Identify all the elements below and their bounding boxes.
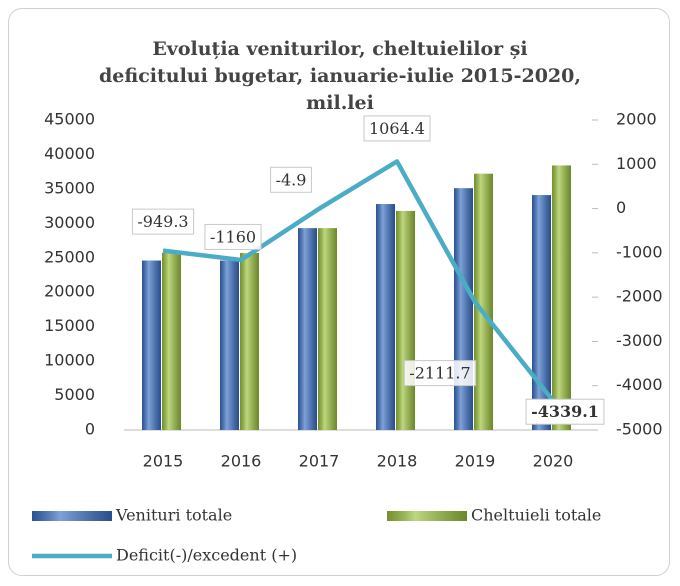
data-label: 1064.4 [369, 119, 425, 138]
bar-shine [162, 252, 181, 430]
bar-shine [532, 195, 551, 430]
chart-title: Evoluția veniturilor, cheltuielilor și d… [99, 38, 581, 114]
legend-label: Venituri totale [115, 506, 232, 525]
data-label: -1160 [210, 227, 256, 246]
y-tick-label: 45000 [44, 110, 95, 129]
bar-shine [552, 165, 571, 430]
data-label-box [363, 115, 431, 142]
y2-tick-label: -1000 [616, 242, 663, 261]
y-tick-label: 30000 [44, 213, 95, 232]
y2-tick-label: -3000 [616, 331, 663, 350]
bar-shine [454, 188, 473, 430]
legend-label: Deficit(-)/excedent (+) [116, 546, 297, 565]
bar-shine [318, 228, 337, 430]
y-tick-label: 0 [85, 420, 95, 439]
bar-shine [142, 260, 161, 430]
data-label: -2111.7 [409, 364, 470, 383]
line [162, 159, 555, 403]
y-tick-label: 20000 [44, 282, 95, 301]
data-label-box [525, 398, 605, 425]
bar-shine [474, 173, 493, 430]
y2-tick-label: 2000 [616, 110, 657, 129]
data-label-box [204, 223, 262, 250]
x-tick-label: 2018 [377, 452, 418, 471]
y2-tick-label: 0 [616, 198, 626, 217]
x-tick-label: 2017 [299, 452, 340, 471]
data-label-box [403, 360, 477, 387]
data-label-box [270, 166, 312, 193]
bar-shine [220, 260, 239, 430]
bar-shine [298, 228, 317, 430]
y2-tick-label: -2000 [616, 287, 663, 306]
x-tick-label: 2016 [221, 452, 262, 471]
data-label: -4.9 [276, 170, 307, 189]
x-tick-label: 2015 [143, 452, 184, 471]
y-tick-label: 40000 [44, 144, 95, 163]
data-label-box [131, 208, 195, 235]
y-tick-label: 35000 [44, 178, 95, 197]
y-tick-label: 25000 [44, 247, 95, 266]
y2-tick-label: 1000 [616, 154, 657, 173]
x-tick-label: 2020 [533, 452, 574, 471]
x-tick-label: 2019 [455, 452, 496, 471]
legend-swatch-shine [387, 511, 467, 521]
bar-shine [396, 210, 415, 430]
data-label: -949.3 [137, 212, 188, 231]
y2-tick-label: -4000 [616, 375, 663, 394]
chart-frame [8, 8, 670, 576]
bar-shine [240, 252, 259, 430]
y2-tick-label: -5000 [616, 420, 663, 439]
y-tick-label: 10000 [44, 351, 95, 370]
y-tick-label: 5000 [54, 385, 95, 404]
bar-shine [376, 204, 395, 430]
data-label: -4339.1 [531, 402, 599, 421]
legend-label: Cheltuieli totale [471, 506, 601, 525]
y-tick-label: 15000 [44, 316, 95, 335]
legend-swatch-shine [32, 511, 112, 521]
